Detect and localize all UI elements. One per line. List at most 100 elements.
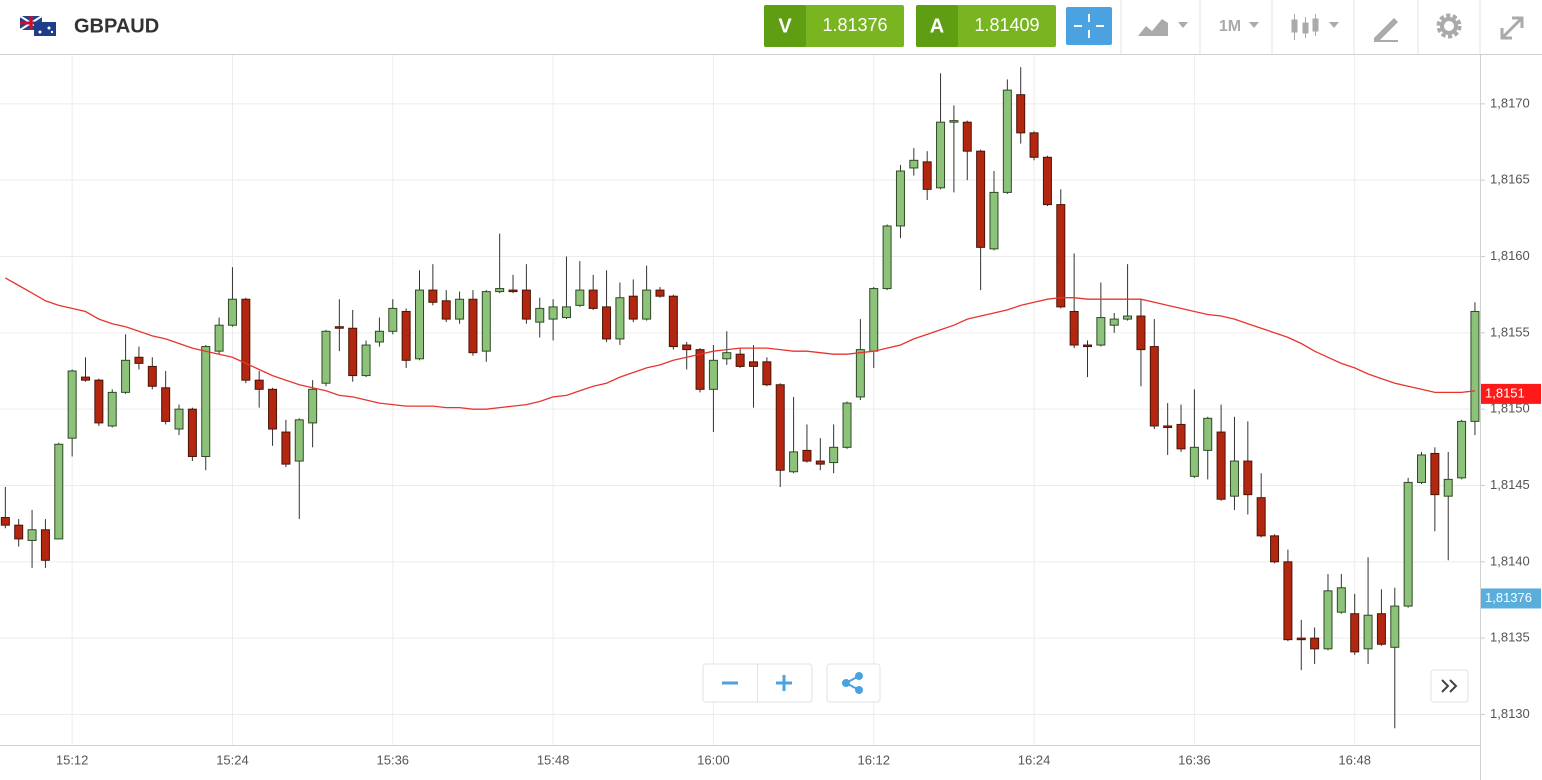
candle-body xyxy=(401,310,411,361)
candle-body xyxy=(762,361,772,386)
candle-body xyxy=(374,330,384,343)
candle-body xyxy=(521,289,531,320)
candle-body xyxy=(642,289,652,320)
candle-body xyxy=(481,291,491,352)
candle-body xyxy=(722,352,732,360)
buy-label-bg[interactable] xyxy=(916,5,958,47)
candle-body xyxy=(1403,481,1413,607)
candle-body xyxy=(415,289,425,360)
candle-body xyxy=(1363,614,1373,650)
candle-body xyxy=(1123,315,1133,320)
candle-body xyxy=(1002,89,1012,193)
candle-body xyxy=(147,365,157,387)
candle-body xyxy=(1376,613,1386,645)
toolbar-separators xyxy=(1120,0,1481,54)
candle-body xyxy=(962,121,972,152)
candle-body xyxy=(281,431,291,465)
candle-body xyxy=(1042,156,1052,206)
candle-body xyxy=(27,529,37,541)
candle-body xyxy=(1457,420,1467,479)
y-tick-label: 1,8160 xyxy=(1490,248,1530,263)
candle-body xyxy=(201,346,211,457)
candle-body xyxy=(1163,425,1173,428)
buy-button[interactable]: A 1.81409 xyxy=(916,5,1056,47)
candle-body xyxy=(1189,446,1199,477)
y-tick-label: 1,8140 xyxy=(1490,553,1530,568)
candle-body xyxy=(1417,454,1427,483)
candle-body xyxy=(121,359,131,393)
zoom-in[interactable] xyxy=(776,675,792,691)
buy-label[interactable]: A xyxy=(930,15,944,37)
crosshair-button[interactable] xyxy=(1066,7,1112,45)
candle-body xyxy=(682,344,692,351)
candle-body xyxy=(54,443,64,540)
price-marker xyxy=(1481,383,1541,404)
candle-body xyxy=(922,161,932,190)
candle-body xyxy=(1176,423,1186,450)
sell-price[interactable]: 1.81376 xyxy=(822,15,887,35)
y-tick-label: 1,8165 xyxy=(1490,172,1530,187)
candle-body xyxy=(508,289,518,293)
chart-type-icon[interactable] xyxy=(1138,19,1188,36)
candle-body xyxy=(802,449,812,462)
draw-icon[interactable] xyxy=(1374,18,1398,42)
buy-price[interactable]: 1.81409 xyxy=(974,15,1039,35)
candle-body xyxy=(1136,315,1146,351)
candle-body xyxy=(227,298,237,326)
x-tick-label: 16:48 xyxy=(1338,752,1371,767)
candle-body xyxy=(1296,637,1306,641)
candle-body xyxy=(548,306,558,320)
sell-label[interactable]: V xyxy=(778,15,792,37)
sell-label-bg[interactable] xyxy=(764,5,806,47)
y-tick-label: 1,8155 xyxy=(1490,324,1530,339)
fullscreen-icon[interactable] xyxy=(1500,16,1524,40)
candle-body xyxy=(936,121,946,189)
x-tick-label: 15:48 xyxy=(537,752,570,767)
settings-icon[interactable] xyxy=(1436,13,1462,39)
candle-body xyxy=(1056,204,1066,308)
timeframe[interactable]: 1M xyxy=(1219,18,1241,35)
candle-body xyxy=(94,379,104,424)
candle-body xyxy=(869,288,879,352)
candle-body xyxy=(1310,637,1320,650)
candle-body xyxy=(455,298,465,320)
candle-body xyxy=(1216,431,1226,500)
scroll-end-button[interactable] xyxy=(1430,669,1469,703)
candle-body xyxy=(976,150,986,248)
candle-body xyxy=(949,120,959,123)
y-tick-label: 1,8150 xyxy=(1490,401,1530,416)
candle-body xyxy=(882,225,892,290)
candle-body xyxy=(40,529,50,561)
candle-body xyxy=(668,295,678,348)
candle-body xyxy=(855,349,865,398)
sell-button[interactable]: V 1.81376 xyxy=(764,5,904,47)
candle-body xyxy=(829,446,839,464)
candle-icon[interactable] xyxy=(1291,14,1339,40)
candle-body xyxy=(308,388,318,424)
candle-body xyxy=(815,460,825,465)
candle-body xyxy=(187,408,197,457)
flag-icon xyxy=(19,15,56,36)
x-tick-label: 15:24 xyxy=(216,752,249,767)
y-tick-label: 1,8170 xyxy=(1490,95,1530,110)
candle-body xyxy=(909,159,919,169)
candle-body xyxy=(361,344,371,377)
candle-body xyxy=(1109,318,1119,326)
candle-body xyxy=(789,451,799,473)
y-tick-label: 1,8130 xyxy=(1490,706,1530,721)
candle-body xyxy=(735,353,745,367)
candle-body xyxy=(1390,605,1400,648)
x-tick-label: 15:36 xyxy=(377,752,410,767)
candle-body xyxy=(348,327,358,377)
candle-body xyxy=(1016,94,1026,134)
candle-body xyxy=(107,391,117,427)
price-marker-label: 1,8151 xyxy=(1485,385,1525,400)
candle-body xyxy=(895,170,905,227)
candle-body xyxy=(334,326,344,329)
share-button[interactable] xyxy=(826,663,881,703)
zoom-controls xyxy=(702,663,813,703)
candle-body xyxy=(615,297,625,340)
timeframe-button[interactable]: 1M xyxy=(1219,18,1259,35)
